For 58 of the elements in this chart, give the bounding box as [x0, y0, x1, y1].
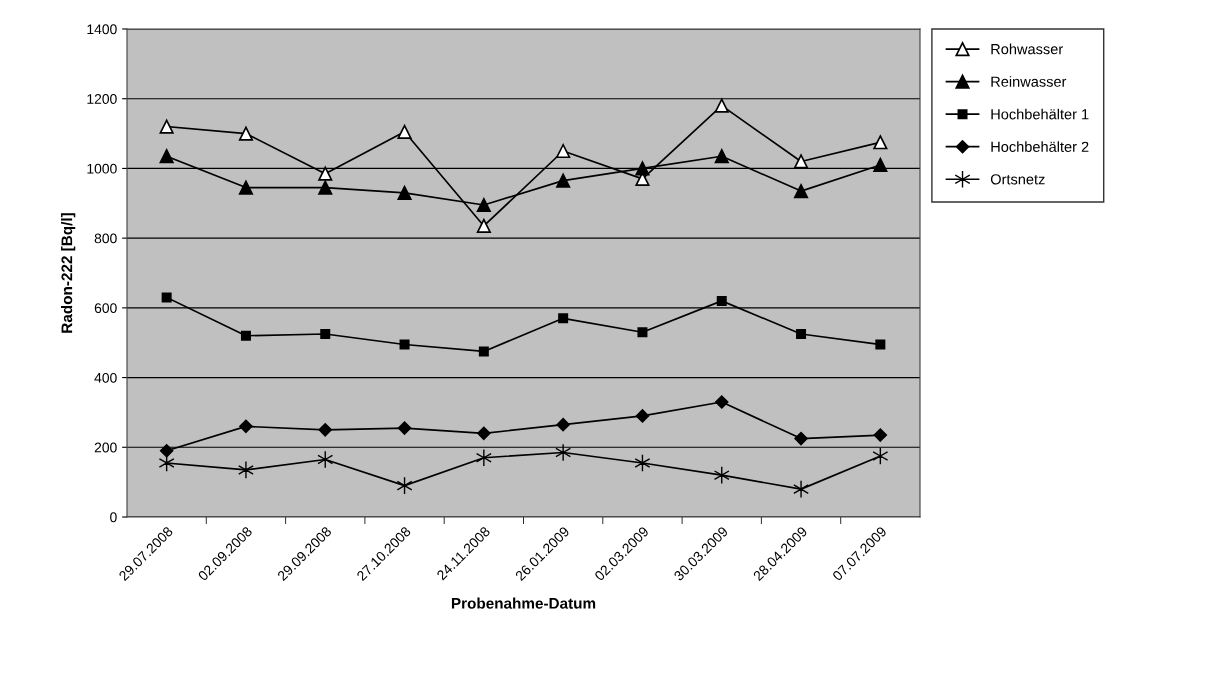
point [238, 180, 254, 195]
point [476, 197, 491, 213]
point [794, 431, 808, 446]
point [318, 166, 333, 181]
point [635, 161, 650, 176]
y-tick-label: 0 [110, 512, 117, 523]
y-tick-label: 1400 [87, 24, 117, 35]
point [793, 184, 809, 199]
y-tick-label: 1200 [87, 94, 117, 104]
point [397, 185, 412, 200]
point [159, 149, 174, 164]
point [793, 154, 809, 169]
point [873, 428, 888, 442]
y-tick-label: 400 [94, 372, 117, 383]
legend-label: Rohwasser [991, 43, 1063, 55]
point [558, 313, 569, 324]
point [716, 295, 727, 306]
point [556, 143, 571, 159]
point [240, 330, 251, 341]
point [556, 417, 570, 432]
point [555, 443, 572, 462]
point [873, 135, 888, 150]
point [476, 218, 491, 234]
point [159, 119, 174, 134]
point [715, 395, 729, 409]
point [793, 480, 809, 499]
point [238, 126, 254, 141]
legend-label: Hochbehälter 2 [991, 141, 1089, 152]
point [796, 328, 807, 340]
y-axis-title: Radon-222 [Bq/l] [61, 213, 76, 333]
point [397, 421, 412, 435]
point [318, 180, 333, 195]
point [318, 423, 332, 437]
y-tick-label: 200 [94, 442, 117, 453]
legend-label: Reinwasser [991, 76, 1067, 87]
point [475, 448, 492, 467]
point [714, 98, 729, 113]
point [239, 419, 253, 434]
x-axis-title: Probenahme-Datum [451, 597, 596, 609]
point [159, 444, 174, 458]
point [873, 157, 888, 173]
point [238, 460, 254, 479]
point [399, 339, 410, 350]
legend-label: Hochbehälter 1 [991, 108, 1089, 120]
point [635, 409, 650, 423]
point [637, 327, 648, 338]
point [161, 292, 172, 303]
legend-label: Ortsnetz [990, 174, 1045, 185]
y-tick-label: 800 [94, 233, 117, 244]
point [320, 328, 331, 340]
y-tick-label: 600 [94, 303, 117, 314]
point [478, 346, 489, 357]
y-tick-label: 1000 [87, 163, 117, 174]
point [397, 124, 412, 139]
point [714, 149, 729, 164]
point [477, 426, 491, 441]
point [875, 339, 886, 350]
point [556, 173, 571, 188]
